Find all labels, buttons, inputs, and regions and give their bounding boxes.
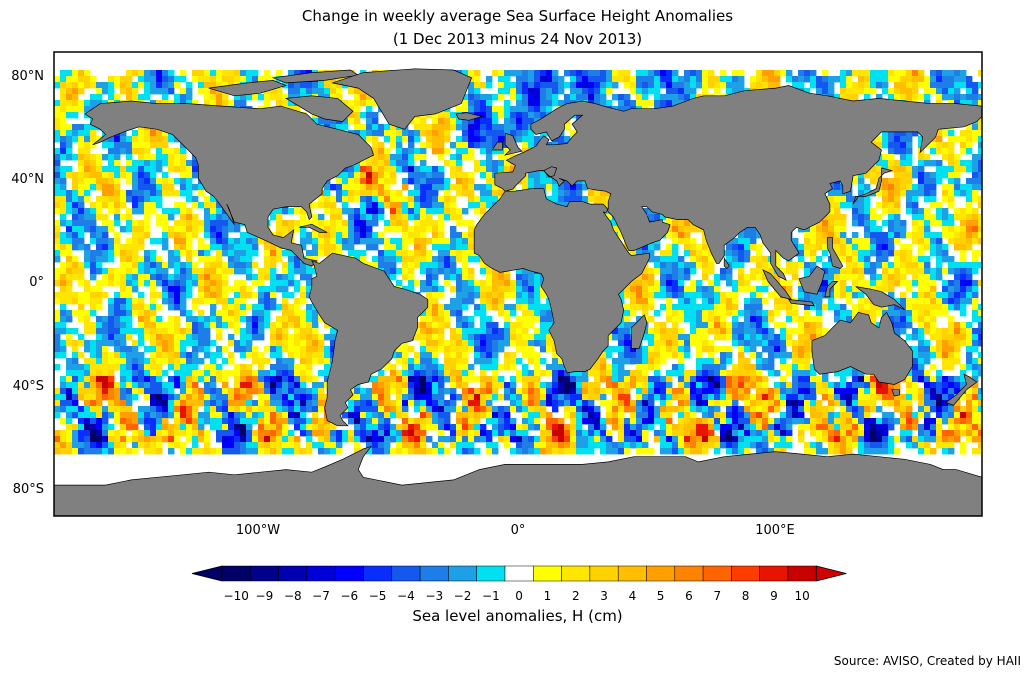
colorbar-tick-label: 6 bbox=[685, 589, 693, 603]
colorbar-cell bbox=[533, 565, 562, 582]
colorbar-cell bbox=[306, 565, 336, 582]
land-java bbox=[787, 299, 816, 307]
source-credit: Source: AVISO, Created by HAII bbox=[833, 654, 1021, 668]
lat-label-40n: 40°N bbox=[11, 172, 44, 187]
colorbar-tick-label: −10 bbox=[223, 589, 249, 603]
colorbar-tick-label: 8 bbox=[741, 589, 750, 603]
lat-label-80s: 80°S bbox=[12, 482, 44, 497]
colorbar-tick-label: 4 bbox=[628, 589, 637, 603]
land-philippines bbox=[826, 237, 844, 269]
lat-label-0: 0° bbox=[29, 275, 44, 290]
land-south-america bbox=[308, 252, 429, 427]
land-baffin-island bbox=[284, 95, 354, 122]
land-borneo bbox=[798, 265, 826, 295]
colorbar-cell bbox=[334, 565, 364, 582]
colorbar-tick-label: 9 bbox=[770, 589, 778, 603]
land-arctic-islands-west bbox=[208, 80, 288, 97]
map-frame bbox=[53, 51, 983, 517]
colorbar-tick-label: −5 bbox=[368, 589, 387, 603]
chart-title: Change in weekly average Sea Surface Hei… bbox=[301, 7, 734, 25]
colorbar-cell bbox=[221, 565, 251, 582]
land-north-america bbox=[84, 100, 375, 267]
land-sri-lanka bbox=[723, 257, 730, 269]
colorbar-tick-label: −3 bbox=[425, 589, 444, 603]
land-cuba bbox=[298, 223, 328, 233]
colorbar-extend-low bbox=[191, 565, 223, 582]
colorbar-cell bbox=[476, 565, 506, 582]
colorbar-tick-label: 7 bbox=[713, 589, 722, 603]
lat-label-80n: 80°N bbox=[11, 69, 44, 84]
land-tasmania bbox=[891, 389, 900, 397]
land-japan bbox=[852, 167, 894, 205]
colorbar-cell bbox=[561, 565, 591, 582]
land-madagascar bbox=[631, 314, 648, 349]
colorbar-cell bbox=[646, 565, 676, 582]
colorbar-tick-label: −6 bbox=[340, 589, 359, 603]
colorbar-cell bbox=[674, 565, 704, 582]
lat-label-40s: 40°S bbox=[12, 379, 44, 394]
colorbar-cell bbox=[363, 565, 393, 582]
colorbar-tick-label: 3 bbox=[600, 589, 608, 603]
land-eurasia bbox=[473, 85, 982, 374]
colorbar-tick-label: −2 bbox=[453, 589, 472, 603]
land-masses bbox=[54, 68, 982, 516]
colorbar-tick-label: −8 bbox=[283, 589, 302, 603]
land-greenland bbox=[331, 68, 473, 130]
colorbar-tick-label: −7 bbox=[312, 589, 330, 603]
colorbar-tick-label: −4 bbox=[397, 589, 415, 603]
land-new-guinea bbox=[855, 286, 905, 311]
colorbar-cell bbox=[278, 565, 308, 582]
colorbar-extend-high bbox=[815, 565, 847, 582]
chart-subtitle: (1 Dec 2013 minus 24 Nov 2013) bbox=[392, 30, 643, 48]
land-sulawesi bbox=[824, 281, 839, 298]
colorbar-cell bbox=[250, 565, 279, 582]
colorbar-tick-label: 1 bbox=[543, 589, 552, 603]
colorbar-tick-label: 0 bbox=[515, 589, 523, 603]
lon-label-0: 0° bbox=[510, 523, 526, 538]
lon-label-100w: 100°W bbox=[235, 523, 281, 538]
colorbar-tick-label: 2 bbox=[571, 589, 580, 603]
colorbar-tick-label: 10 bbox=[794, 589, 810, 603]
colorbar-cell bbox=[391, 565, 421, 582]
colorbar-label: Sea level anomalies, H (cm) bbox=[412, 607, 623, 625]
colorbar-cell bbox=[589, 565, 619, 582]
colorbar-cell bbox=[419, 565, 449, 582]
land-ireland bbox=[491, 141, 503, 151]
colorbar-tick-label: −1 bbox=[482, 589, 500, 603]
colorbar-tick-label: 5 bbox=[656, 589, 665, 603]
colorbar-cell bbox=[787, 565, 817, 582]
lon-label-100e: 100°E bbox=[755, 523, 795, 538]
colorbar-cell bbox=[702, 565, 732, 582]
land-uk bbox=[503, 132, 523, 156]
land-antarctica bbox=[54, 445, 982, 516]
land-new-zealand bbox=[945, 373, 978, 406]
colorbar-cell bbox=[617, 565, 647, 582]
colorbar-cell bbox=[448, 565, 477, 582]
colorbar-cell bbox=[731, 565, 760, 582]
colorbar-cell bbox=[759, 565, 789, 582]
land-australia bbox=[811, 311, 913, 385]
land-iceland bbox=[455, 112, 484, 121]
colorbar-tick-label: −9 bbox=[255, 589, 274, 603]
colorbar-cell bbox=[504, 565, 534, 582]
